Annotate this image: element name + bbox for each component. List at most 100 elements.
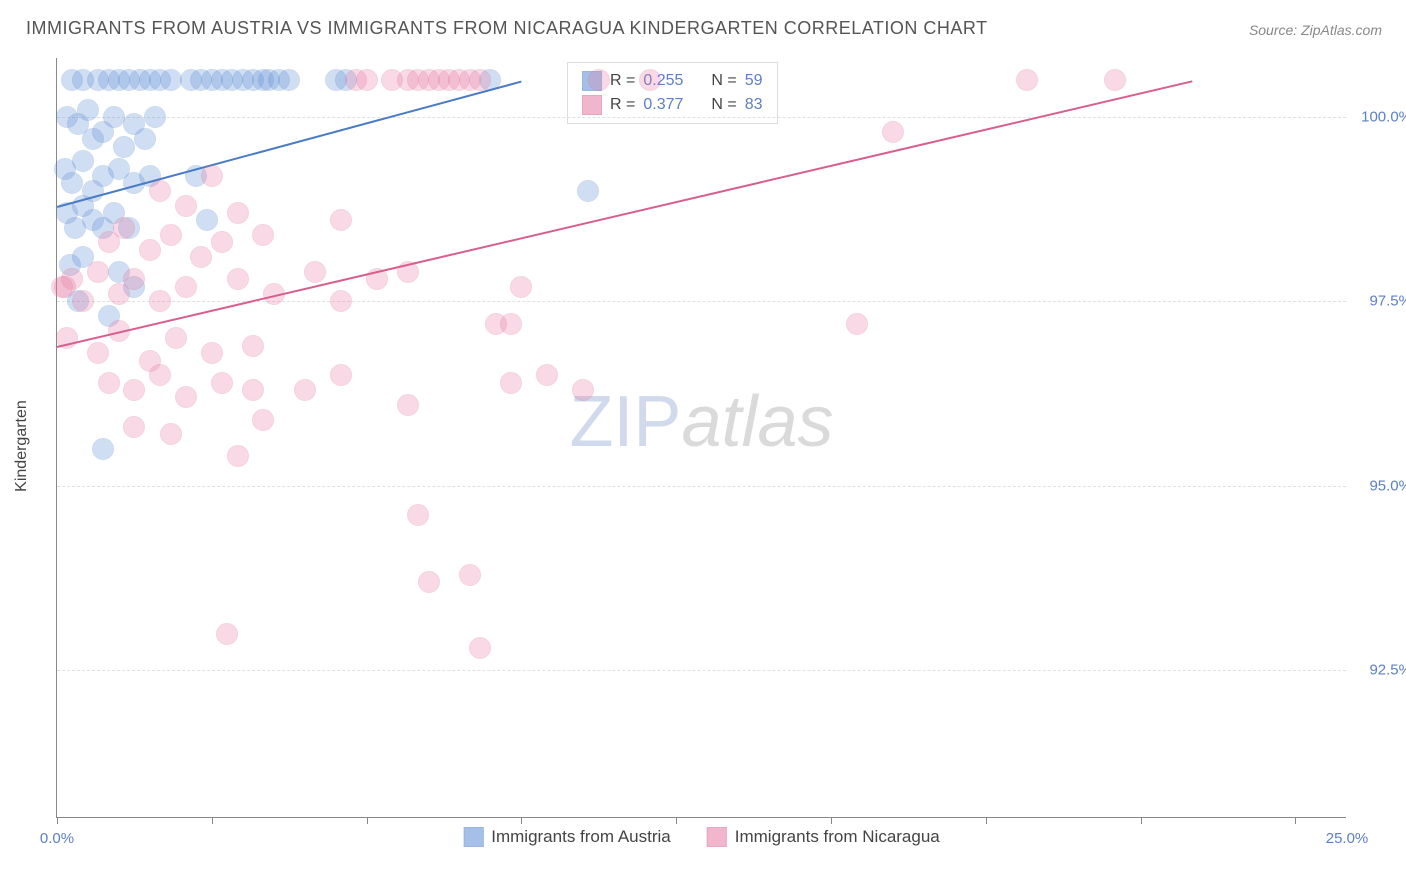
data-point — [113, 136, 135, 158]
data-point — [356, 69, 378, 91]
x-tick — [986, 817, 987, 824]
data-point — [1016, 69, 1038, 91]
legend-item-nicaragua: Immigrants from Nicaragua — [707, 827, 940, 847]
data-point — [216, 623, 238, 645]
x-tick — [676, 817, 677, 824]
x-tick — [367, 817, 368, 824]
data-point — [196, 209, 218, 231]
data-point — [330, 290, 352, 312]
data-point — [252, 224, 274, 246]
x-tick — [1141, 817, 1142, 824]
data-point — [846, 313, 868, 335]
x-tick-label: 0.0% — [40, 830, 74, 847]
data-point — [330, 209, 352, 231]
data-point — [92, 438, 114, 460]
gridline-h — [57, 117, 1346, 118]
y-tick-label: 95.0% — [1369, 477, 1406, 494]
data-point — [98, 372, 120, 394]
data-point — [639, 69, 661, 91]
data-point — [190, 246, 212, 268]
data-point — [123, 416, 145, 438]
data-point — [500, 313, 522, 335]
data-point — [54, 276, 76, 298]
data-point — [242, 379, 264, 401]
data-point — [227, 268, 249, 290]
data-point — [278, 69, 300, 91]
legend-item-austria: Immigrants from Austria — [463, 827, 671, 847]
data-point — [211, 231, 233, 253]
watermark-part2: atlas — [681, 382, 833, 462]
data-point — [1104, 69, 1126, 91]
data-point — [103, 106, 125, 128]
data-point — [149, 180, 171, 202]
data-point — [77, 99, 99, 121]
data-point — [227, 202, 249, 224]
r-label-a: R = — [610, 72, 635, 90]
y-tick-label: 97.5% — [1369, 293, 1406, 310]
x-tick — [521, 817, 522, 824]
data-point — [87, 342, 109, 364]
data-point — [469, 69, 491, 91]
data-point — [304, 261, 326, 283]
y-tick-label: 100.0% — [1361, 109, 1406, 126]
data-point — [459, 564, 481, 586]
swatch-austria-icon — [463, 827, 483, 847]
series-legend: Immigrants from Austria Immigrants from … — [463, 827, 940, 847]
n-label-b: N = — [711, 96, 736, 114]
x-tick-label: 25.0% — [1326, 830, 1369, 847]
data-point — [113, 217, 135, 239]
data-point — [407, 504, 429, 526]
data-point — [882, 121, 904, 143]
data-point — [510, 276, 532, 298]
data-point — [330, 364, 352, 386]
source-attribution: Source: ZipAtlas.com — [1249, 22, 1382, 38]
data-point — [572, 379, 594, 401]
legend-label-austria: Immigrants from Austria — [491, 827, 671, 847]
data-point — [72, 150, 94, 172]
data-point — [61, 172, 83, 194]
watermark: ZIPatlas — [569, 381, 833, 463]
data-point — [123, 379, 145, 401]
x-tick — [212, 817, 213, 824]
gridline-h — [57, 486, 1346, 487]
data-point — [577, 180, 599, 202]
data-point — [72, 290, 94, 312]
scatter-plot-area: ZIPatlas R = 0.255 N = 59 R = 0.377 N = … — [56, 58, 1346, 818]
stats-row-nicaragua: R = 0.377 N = 83 — [582, 93, 763, 117]
data-point — [175, 195, 197, 217]
data-point — [144, 106, 166, 128]
data-point — [469, 637, 491, 659]
swatch-nicaragua-icon — [707, 827, 727, 847]
n-label-a: N = — [711, 72, 736, 90]
chart-title: IMMIGRANTS FROM AUSTRIA VS IMMIGRANTS FR… — [26, 18, 988, 39]
data-point — [160, 423, 182, 445]
n-value-b: 83 — [745, 96, 763, 114]
n-value-a: 59 — [745, 72, 763, 90]
x-tick — [831, 817, 832, 824]
data-point — [500, 372, 522, 394]
data-point — [134, 128, 156, 150]
swatch-nicaragua — [582, 95, 602, 115]
data-point — [175, 386, 197, 408]
data-point — [201, 342, 223, 364]
data-point — [242, 335, 264, 357]
data-point — [211, 372, 233, 394]
y-tick-label: 92.5% — [1369, 662, 1406, 679]
y-axis-label: Kindergarten — [13, 400, 31, 492]
data-point — [252, 409, 274, 431]
gridline-h — [57, 670, 1346, 671]
r-value-b: 0.377 — [643, 96, 683, 114]
data-point — [201, 165, 223, 187]
r-label-b: R = — [610, 96, 635, 114]
data-point — [294, 379, 316, 401]
data-point — [139, 239, 161, 261]
data-point — [160, 224, 182, 246]
data-point — [165, 327, 187, 349]
data-point — [87, 261, 109, 283]
x-tick — [57, 817, 58, 824]
data-point — [123, 268, 145, 290]
data-point — [149, 364, 171, 386]
data-point — [397, 394, 419, 416]
data-point — [536, 364, 558, 386]
data-point — [227, 445, 249, 467]
